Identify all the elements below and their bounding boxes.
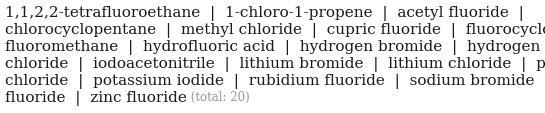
Text: chlorocyclopentane  |  methyl chloride  |  cupric fluoride  |  fluorocyclohexane: chlorocyclopentane | methyl chloride | c… — [5, 23, 545, 38]
Text: chloride  |  iodoacetonitrile  |  lithium bromide  |  lithium chloride  |  potas: chloride | iodoacetonitrile | lithium br… — [5, 56, 545, 71]
Text: fluoride  |  zinc fluoride: fluoride | zinc fluoride — [5, 90, 187, 105]
Text: 1,1,2,2-tetrafluoroethane  |  1-chloro-1-propene  |  acetyl fluoride  |: 1,1,2,2-tetrafluoroethane | 1-chloro-1-p… — [5, 6, 524, 21]
Text: (total: 20): (total: 20) — [187, 90, 250, 103]
Text: chloride  |  potassium iodide  |  rubidium fluoride  |  sodium bromide  |  sodiu: chloride | potassium iodide | rubidium f… — [5, 73, 545, 88]
Text: fluoromethane  |  hydrofluoric acid  |  hydrogen bromide  |  hydrogen: fluoromethane | hydrofluoric acid | hydr… — [5, 40, 541, 54]
